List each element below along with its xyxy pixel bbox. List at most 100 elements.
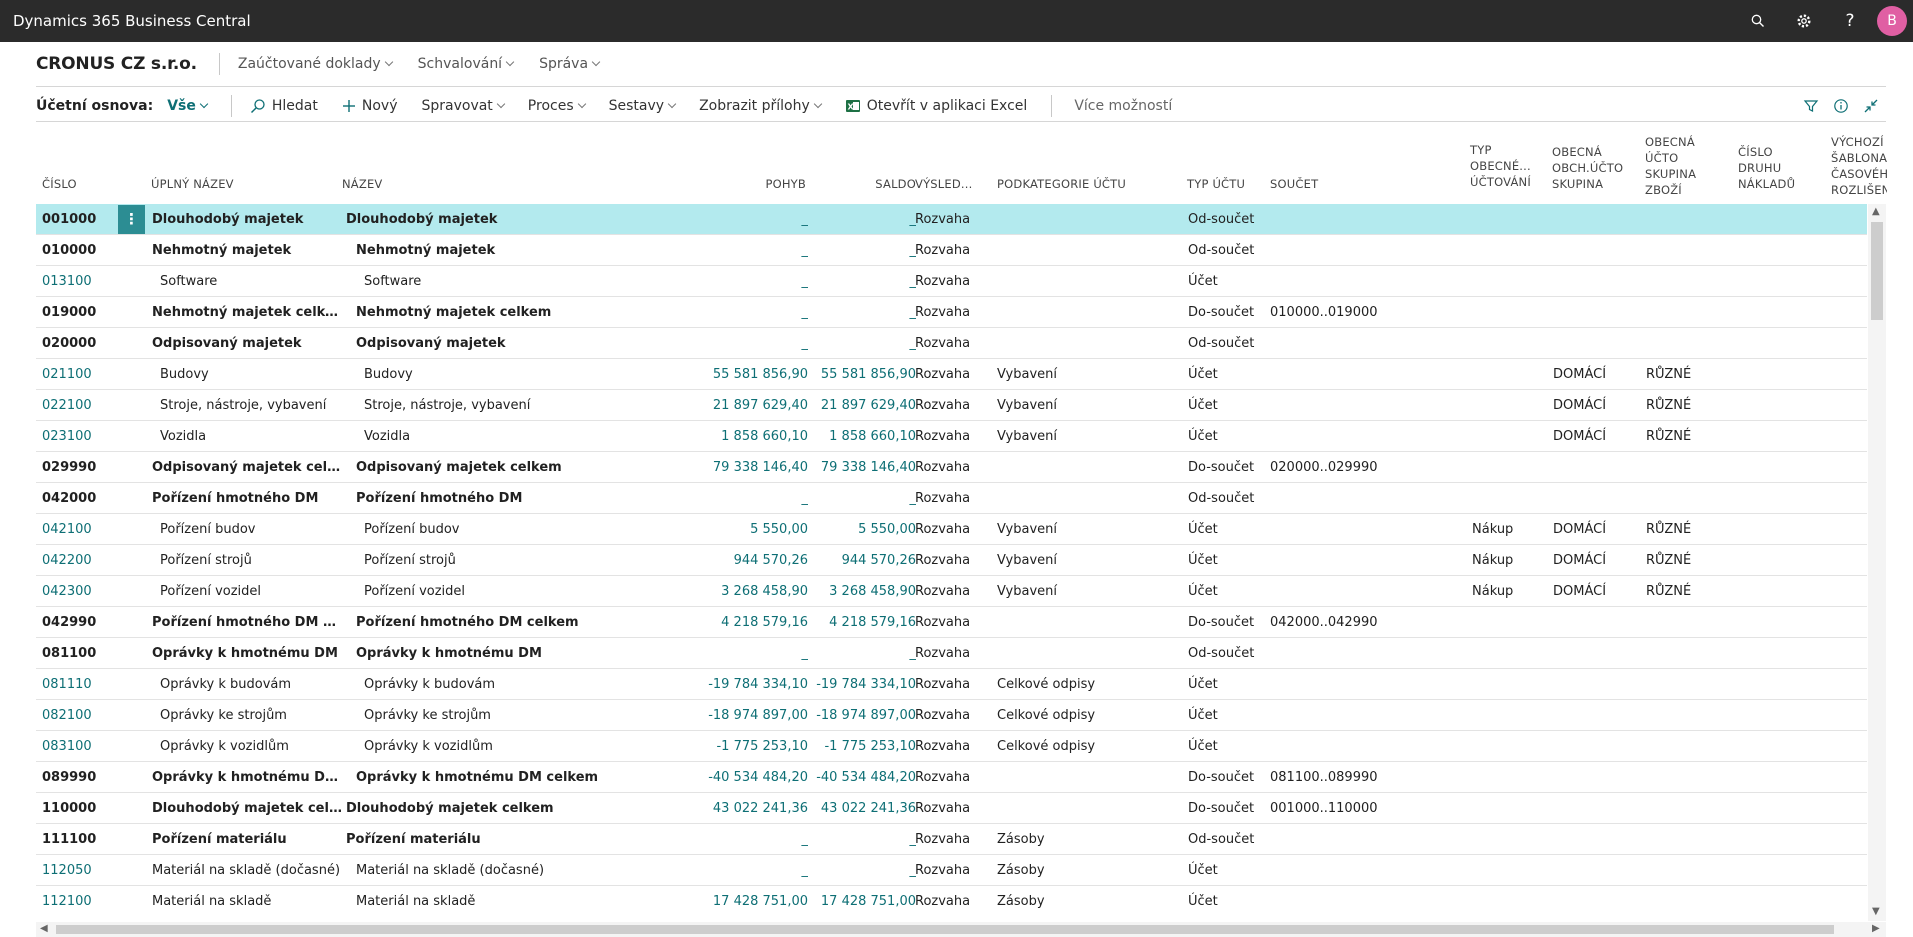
col-header-name[interactable]: Název	[342, 177, 383, 191]
cell-balance[interactable]: 3 268 458,90	[829, 584, 916, 599]
table-row[interactable]: 042300 Pořízení vozidel Pořízení vozidel 3 …	[36, 576, 1867, 607]
table-row[interactable]: 042000 Pořízení hmotného DM Pořízení hmotn…	[36, 483, 1867, 514]
cell-account-number[interactable]: 022100	[42, 398, 92, 413]
table-row[interactable]: 111100 Pořízení materiálu Pořízení materiá…	[36, 824, 1867, 855]
cell-account-number[interactable]: 081100	[42, 646, 97, 661]
col-header-number[interactable]: Číslo	[42, 177, 77, 191]
table-row[interactable]: 110000 Dlouhodobý majetek celkem Dlouhodob…	[36, 793, 1867, 824]
table-row[interactable]: 023100 Vozidla Vozidla 1 858 660,10 1 858 66…	[36, 421, 1867, 452]
nav-item-approvals[interactable]: Schvalování	[418, 56, 515, 72]
cell-account-number[interactable]: 023100	[42, 429, 92, 444]
table-row[interactable]: 010000 Nehmotný majetek Nehmotný majetek _ _…	[36, 235, 1867, 266]
row-actions-icon[interactable]: ⋮	[118, 205, 145, 234]
col-header-income-balance[interactable]: Výsled...	[915, 177, 973, 191]
vertical-scroll-thumb[interactable]	[1871, 222, 1883, 320]
attachments-menu[interactable]: Zobrazit přílohy	[699, 98, 823, 114]
cell-balance[interactable]: _	[909, 832, 917, 847]
table-row[interactable]: 021100 Budovy Budovy 55 581 856,90 55 581 85…	[36, 359, 1867, 390]
manage-menu[interactable]: Spravovat	[421, 98, 506, 114]
vertical-scrollbar[interactable]: ▲ ▼	[1868, 204, 1886, 921]
cell-balance[interactable]: 944 570,26	[841, 553, 916, 568]
cell-balance[interactable]: -18 974 897,00	[816, 708, 916, 723]
cell-account-number[interactable]: 110000	[42, 801, 97, 816]
table-row[interactable]: 081100 Oprávky k hmotnému DM Oprávky k hmo…	[36, 638, 1867, 669]
cell-balance[interactable]: _	[909, 336, 917, 351]
cell-balance[interactable]: _	[909, 863, 917, 878]
cell-account-number[interactable]: 042990	[42, 615, 97, 630]
cell-account-number[interactable]: 082100	[42, 708, 92, 723]
table-row[interactable]: 042100 Pořízení budov Pořízení budov 5 550,…	[36, 514, 1867, 545]
gear-icon[interactable]	[1781, 0, 1827, 42]
cell-balance[interactable]: 55 581 856,90	[820, 367, 916, 382]
reports-menu[interactable]: Sestavy	[609, 98, 677, 114]
cell-balance[interactable]: _	[909, 212, 917, 227]
table-row[interactable]: 081110 Oprávky k budovám Oprávky k budovám…	[36, 669, 1867, 700]
cell-balance[interactable]: _	[909, 243, 917, 258]
search-icon[interactable]	[1735, 0, 1781, 42]
col-header-totaling[interactable]: Součet	[1270, 177, 1319, 191]
cell-balance[interactable]: 17 428 751,00	[820, 894, 916, 908]
cell-account-number[interactable]: 029990	[42, 460, 97, 475]
horizontal-scrollbar[interactable]: ◀ ▶	[36, 922, 1886, 937]
col-header-account-type[interactable]: Typ účtu	[1187, 177, 1246, 191]
nav-item-administration[interactable]: Správa	[539, 56, 601, 72]
col-header-deferral-template[interactable]: Výchozí šablona časového rozlišení	[1831, 135, 1887, 194]
scroll-left-icon[interactable]: ◀	[40, 923, 48, 934]
table-row[interactable]: 029990 Odpisovaný majetek celkem Odpisovan…	[36, 452, 1867, 483]
table-row[interactable]: 089990 Oprávky k hmotnému DM c... Oprávky …	[36, 762, 1867, 793]
table-row[interactable]: 112050 Materiál na skladě (dočasné) Materi…	[36, 855, 1867, 886]
app-title[interactable]: Dynamics 365 Business Central	[13, 12, 251, 30]
cell-account-number[interactable]: 019000	[42, 305, 97, 320]
cell-account-number[interactable]: 001000	[42, 212, 97, 227]
cell-balance[interactable]: _	[909, 274, 917, 289]
new-button[interactable]: Nový	[342, 98, 397, 114]
avatar[interactable]: B	[1877, 6, 1907, 36]
collapse-icon[interactable]	[1856, 98, 1886, 114]
cell-balance[interactable]: _	[909, 305, 917, 320]
col-header-net-change[interactable]: Pohyb	[765, 177, 806, 191]
horizontal-scroll-thumb[interactable]	[56, 925, 1834, 934]
cell-balance[interactable]: 43 022 241,36	[820, 801, 916, 816]
process-menu[interactable]: Proces	[528, 98, 586, 114]
view-filter-dropdown[interactable]: Vše	[167, 98, 209, 114]
cell-account-number[interactable]: 020000	[42, 336, 97, 351]
cell-account-number[interactable]: 083100	[42, 739, 92, 754]
cell-balance[interactable]: 1 858 660,10	[829, 429, 916, 444]
search-button[interactable]: Hledat	[250, 98, 318, 114]
table-row[interactable]: 083100 Oprávky k vozidlům Oprávky k vozidl…	[36, 731, 1867, 762]
col-header-full-name[interactable]: Úplný název	[151, 177, 234, 191]
scroll-down-icon[interactable]: ▼	[1872, 906, 1880, 917]
scroll-right-icon[interactable]: ▶	[1872, 923, 1880, 934]
table-row[interactable]: 042990 Pořízení hmotného DM celk... Poříze…	[36, 607, 1867, 638]
cell-balance[interactable]: 79 338 146,40	[820, 460, 916, 475]
col-header-gen-prod-posting-group[interactable]: Obecná účto skupina zboží	[1645, 135, 1697, 194]
scroll-up-icon[interactable]: ▲	[1872, 206, 1880, 217]
cell-account-number[interactable]: 089990	[42, 770, 97, 785]
cell-account-number[interactable]: 111100	[42, 832, 97, 847]
table-row[interactable]: 112100 Materiál na skladě Materiál na skla…	[36, 886, 1867, 908]
cell-balance[interactable]: _	[909, 491, 917, 506]
cell-balance[interactable]: -1 775 253,10	[824, 739, 916, 754]
filter-icon[interactable]	[1796, 98, 1826, 114]
cell-account-number[interactable]: 010000	[42, 243, 97, 258]
help-icon[interactable]: ?	[1845, 11, 1855, 31]
cell-account-number[interactable]: 042000	[42, 491, 97, 506]
more-options-button[interactable]: Více možností	[1074, 97, 1173, 114]
table-row[interactable]: 019000 Nehmotný majetek celkem Nehmotný ma…	[36, 297, 1867, 328]
cell-balance[interactable]: 4 218 579,16	[829, 615, 916, 630]
col-header-account-subcategory[interactable]: Podkategorie účtu	[997, 177, 1127, 191]
company-name[interactable]: CRONUS CZ s.r.o.	[36, 54, 197, 74]
table-row[interactable]: 042200 Pořízení strojů Pořízení strojů 944 …	[36, 545, 1867, 576]
info-icon[interactable]	[1826, 98, 1856, 114]
table-row[interactable]: 013100 Software Software _ _ Rozvaha Účet	[36, 266, 1867, 297]
cell-account-number[interactable]: 042200	[42, 553, 92, 568]
cell-balance[interactable]: 21 897 629,40	[820, 398, 916, 413]
table-row[interactable]: 020000 Odpisovaný majetek Odpisovaný majet…	[36, 328, 1867, 359]
cell-balance[interactable]: _	[909, 646, 917, 661]
cell-account-number[interactable]: 112050	[42, 863, 92, 878]
cell-account-number[interactable]: 042300	[42, 584, 92, 599]
open-in-excel-button[interactable]: X Otevřít v aplikaci Excel	[845, 98, 1027, 114]
col-header-balance[interactable]: Saldo	[875, 177, 916, 191]
cell-balance[interactable]: 5 550,00	[858, 522, 916, 537]
col-header-gen-posting-type[interactable]: Typ obecné... účtování	[1470, 143, 1531, 189]
